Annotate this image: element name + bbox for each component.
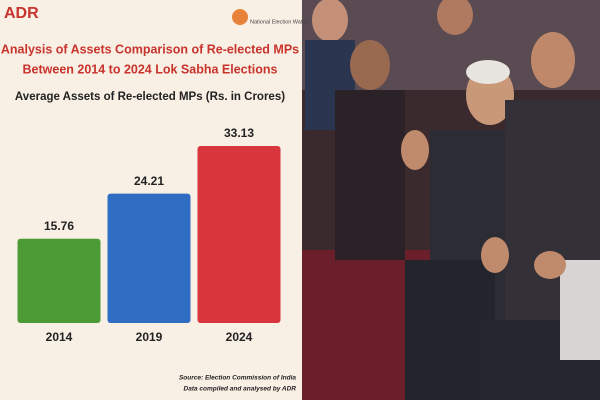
bar xyxy=(107,193,191,323)
photo xyxy=(302,0,600,400)
chart-title: Analysis of Assets Comparison of Re-elec… xyxy=(1,42,299,56)
bar xyxy=(17,238,101,323)
x-tick-label: 2014 xyxy=(46,330,73,344)
logo-adr: ADR xyxy=(4,5,39,22)
source: Data compiled and analysed by ADR xyxy=(184,386,297,393)
logo-icon xyxy=(232,9,248,25)
chart-subtitle: Average Assets of Re-elected MPs (Rs. in… xyxy=(15,91,285,103)
x-tick-label: 2024 xyxy=(226,330,253,344)
value-label: 33.13 xyxy=(224,126,254,140)
source: Source: Election Commission of India xyxy=(179,375,296,382)
value-label: 24.21 xyxy=(134,174,164,188)
bar xyxy=(197,146,281,323)
x-tick-label: 2019 xyxy=(136,330,163,344)
logo-new: National Election Watch xyxy=(250,19,308,25)
chart-title: Between 2014 to 2024 Lok Sabha Elections xyxy=(23,62,278,76)
value-label: 15.76 xyxy=(44,219,74,233)
